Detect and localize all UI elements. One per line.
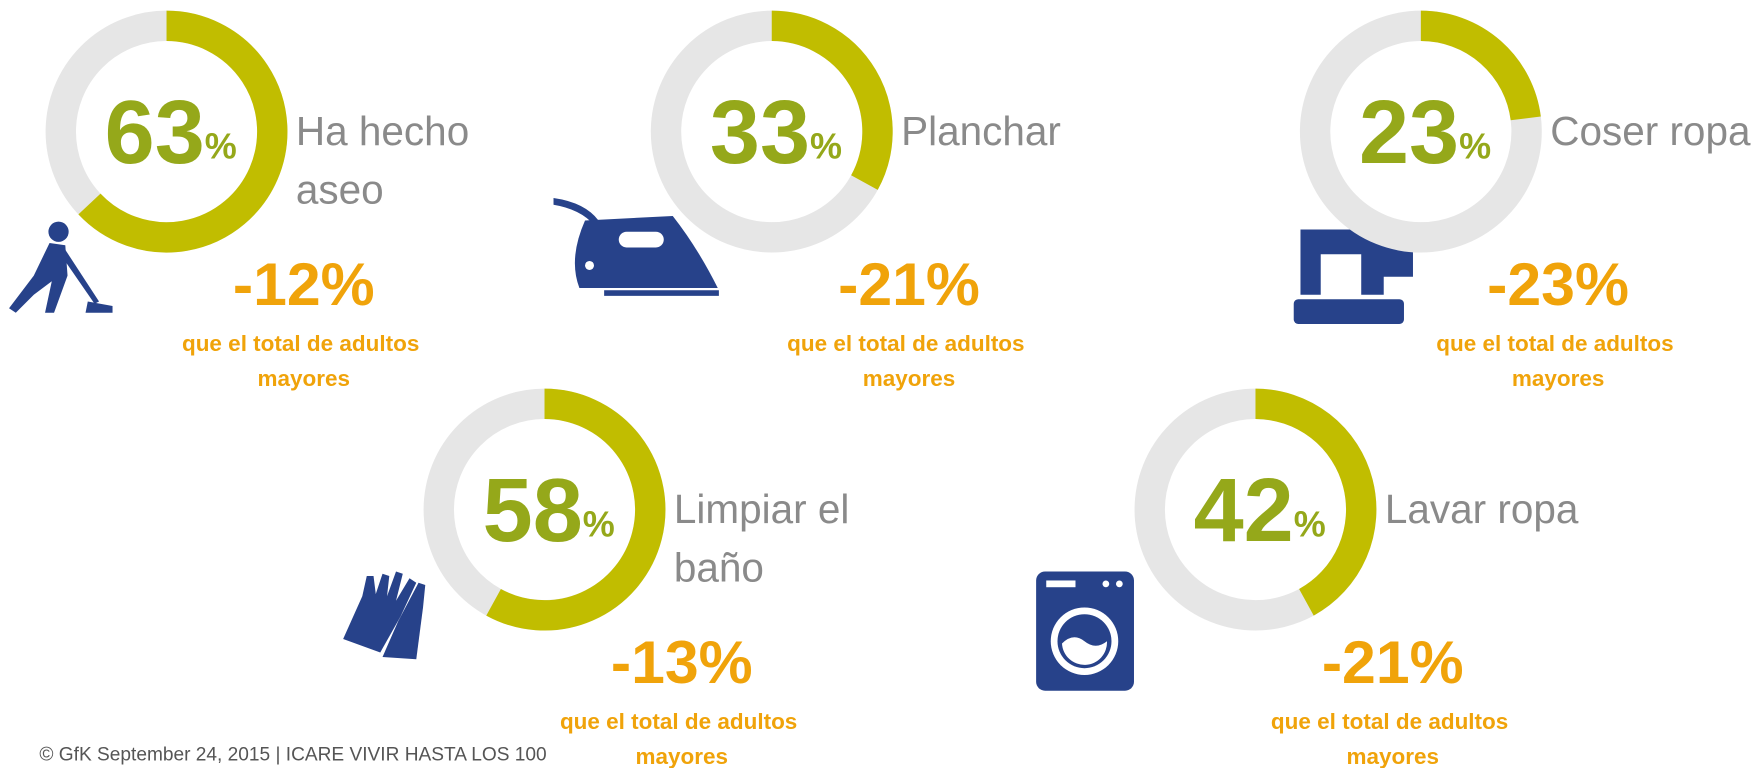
change-label: -12% [233, 250, 375, 318]
percent-label: 23 [1359, 83, 1459, 183]
footer: © GfK September 24, 2015 | ICARE VIVIR H… [39, 744, 546, 765]
change-label: -21% [838, 250, 980, 318]
change-label: -21% [1322, 628, 1464, 696]
donut-arc [1420, 10, 1541, 121]
percent-value: 33 [710, 83, 810, 183]
icon-vacuum [9, 221, 113, 313]
percent-unit: % [583, 504, 615, 545]
icon-iron [553, 197, 719, 296]
percent-unit: % [1294, 504, 1326, 545]
percent-label: 33 [710, 83, 810, 183]
donut-arc [78, 10, 288, 253]
change-label: -23% [1487, 250, 1629, 318]
percent-unit: % [1459, 126, 1491, 167]
percent-value: 42 [1194, 461, 1294, 561]
icon-gloves [343, 571, 426, 660]
category-title: Ha hecho aseo [296, 108, 481, 212]
donut-arc [486, 388, 666, 631]
category-title: Planchar [901, 108, 1061, 154]
change-note: que el total de adultos mayores [560, 709, 804, 768]
change-note: que el total de adultos mayores [787, 331, 1031, 391]
donut-arc [1255, 388, 1377, 616]
percent-value: 23 [1359, 83, 1459, 183]
percent-label: 58 [483, 461, 583, 561]
change-label: -13% [611, 628, 753, 696]
change-note: que el total de adultos mayores [1271, 709, 1515, 768]
percent-label: 42 [1194, 461, 1294, 561]
percent-value: 63 [105, 83, 205, 183]
donut-arc [771, 10, 893, 190]
change-note: que el total de adultos mayores [182, 331, 426, 391]
change-note: que el total de adultos mayores [1436, 331, 1680, 391]
percent-value: 58 [483, 461, 583, 561]
percent-label: 63 [105, 83, 205, 183]
category-title: Coser ropa [1550, 108, 1751, 154]
percent-unit: % [205, 126, 237, 167]
percent-unit: % [810, 126, 842, 167]
category-title: Lavar ropa [1385, 486, 1579, 532]
category-title: Limpiar el baño [674, 486, 861, 590]
icon-washing-machine [1036, 571, 1134, 691]
